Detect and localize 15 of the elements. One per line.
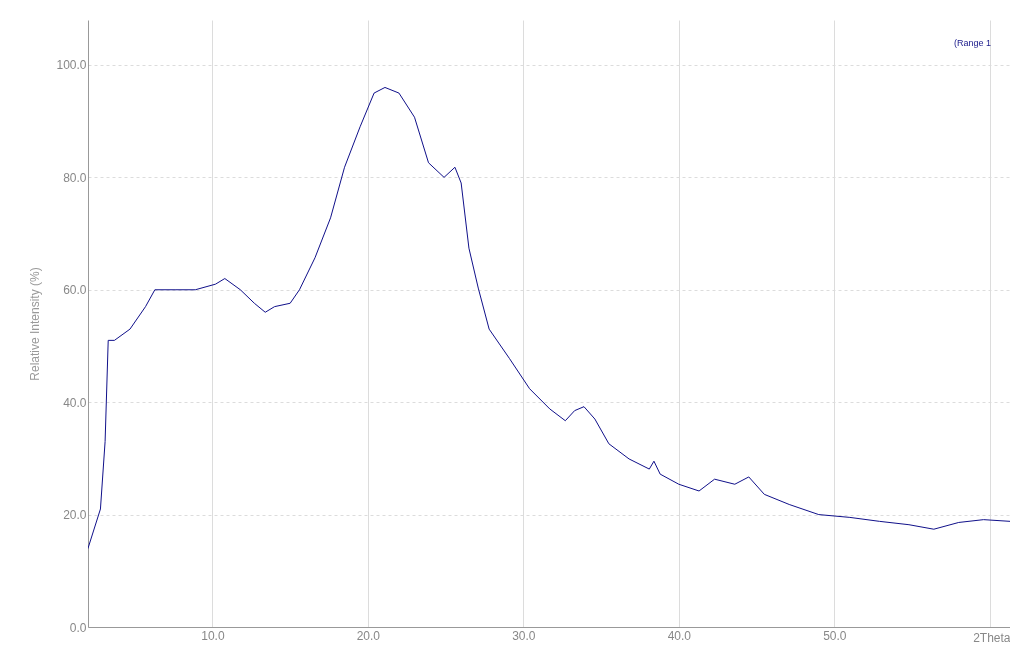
- y-tick-label: 20.0: [63, 508, 87, 523]
- y-tick-label: 80.0: [63, 170, 87, 185]
- x-axis-title: 2Theta: [973, 630, 1010, 645]
- x-tick-label: 40.0: [667, 628, 692, 643]
- x-tick-label: 30.0: [512, 628, 536, 643]
- y-tick-label: 60.0: [63, 283, 87, 298]
- y-axis-title: Relative Intensity (%): [28, 267, 43, 381]
- line-series: [88, 86, 1010, 549]
- text: (Range 1: [954, 37, 992, 48]
- y-tick-label: 100.0: [56, 58, 87, 73]
- x-tick-label: 10.0: [201, 628, 225, 643]
- y-tick-label: 0.0: [69, 620, 87, 635]
- y-tick-label: 40.0: [63, 395, 87, 410]
- x-tick-label: 20.0: [356, 628, 381, 643]
- x-tick-label: 50.0: [823, 628, 847, 643]
